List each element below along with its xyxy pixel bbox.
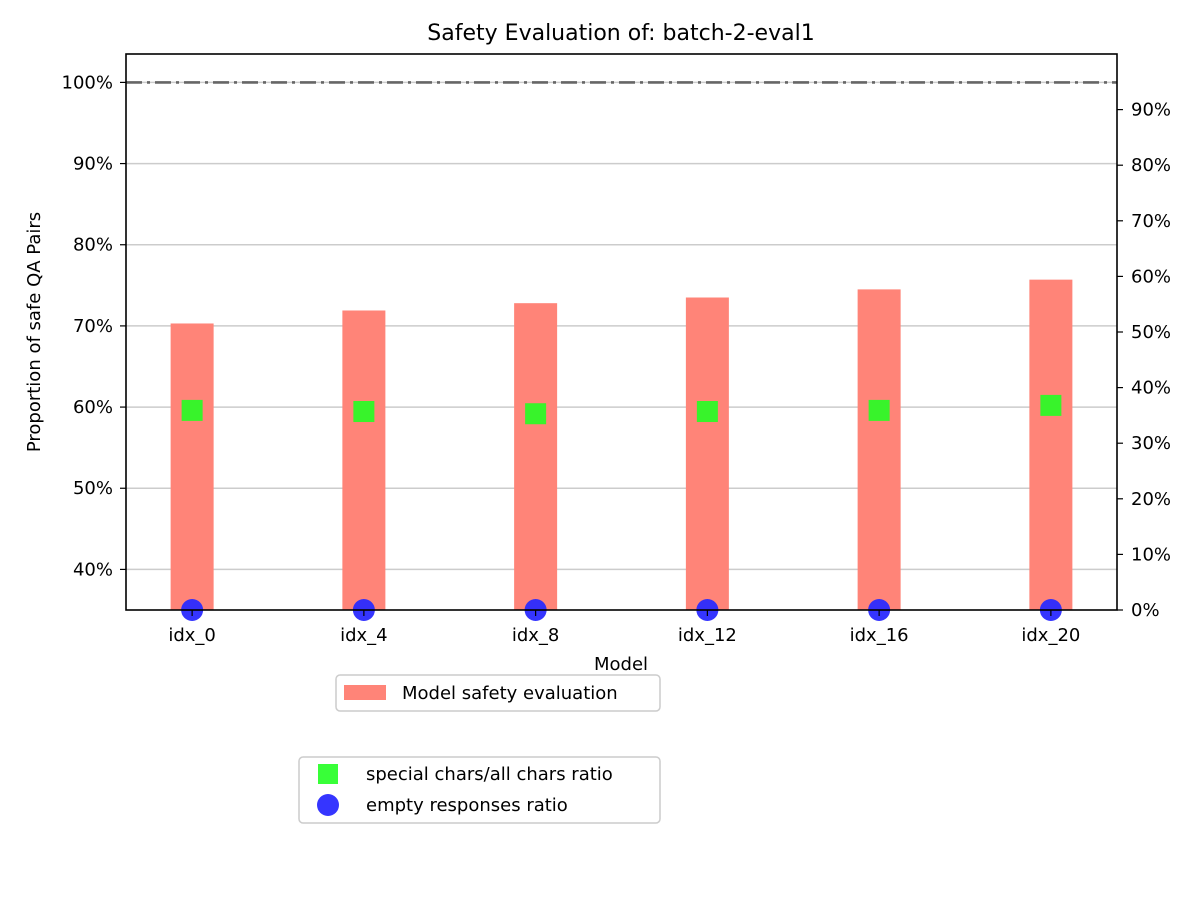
legend-bars: Model safety evaluation [335, 674, 661, 712]
square-marker-idx_4 [353, 401, 375, 423]
square-marker-idx_20 [1040, 394, 1062, 416]
legend-swatch-special-chars [318, 764, 338, 784]
legend-markers-box [298, 756, 661, 824]
left-axis-ticks: 40% 50% 60% 70% 80% 90% 100% [62, 72, 126, 580]
y-tick-label: 100% [62, 72, 113, 93]
x-tick-label: idx_0 [168, 625, 216, 646]
legend-label-model-safety: Model safety evaluation [402, 683, 618, 704]
bar-idx_0 [170, 323, 214, 610]
x-tick-label: idx_12 [678, 625, 737, 646]
bar-idx_8 [514, 303, 558, 610]
x-tick-label: idx_20 [1021, 625, 1080, 646]
x-axis-ticks: idx_0 idx_4 idx_8 idx_12 idx_16 idx_20 [168, 610, 1080, 646]
square-marker-idx_16 [868, 399, 890, 421]
square-marker-idx_0 [181, 399, 203, 421]
plot-frame [125, 53, 1118, 611]
x-tick-label: idx_4 [340, 625, 388, 646]
y-tick-label: 90% [73, 154, 113, 175]
y-tick-label: 50% [73, 478, 113, 499]
y-tick-label: 40% [73, 559, 113, 580]
bar-series [170, 279, 1073, 610]
bar-idx_4 [342, 310, 386, 610]
bar-idx_12 [685, 297, 729, 610]
legend-label-special-chars: special chars/all chars ratio [366, 764, 613, 785]
x-axis-label: Model [594, 654, 648, 675]
y2-tick-label: 0% [1131, 600, 1160, 621]
y2-tick-label: 70% [1131, 211, 1171, 232]
legend-swatch-empty-responses [317, 794, 339, 816]
y2-tick-label: 30% [1131, 433, 1171, 454]
legend-markers: special chars/all chars ratio empty resp… [298, 756, 661, 824]
grid-lines [126, 81, 1117, 571]
legend-bars-box [335, 674, 661, 712]
square-marker-idx_8 [525, 403, 547, 425]
legend-label-empty-responses: empty responses ratio [366, 795, 568, 816]
legend-swatch-model-safety [344, 685, 386, 700]
x-tick-label: idx_8 [512, 625, 560, 646]
bar-idx_20 [1029, 279, 1073, 610]
y2-tick-label: 50% [1131, 322, 1171, 343]
x-tick-label: idx_16 [850, 625, 909, 646]
y-axis-label: Proportion of safe QA Pairs [24, 212, 45, 452]
bar-idx_16 [857, 289, 901, 610]
right-axis-ticks: 0% 10% 20% 30% 40% 50% 60% 70% 80% 90% [1117, 100, 1171, 621]
square-marker-idx_12 [696, 401, 718, 423]
y2-tick-label: 90% [1131, 100, 1171, 121]
y2-tick-label: 60% [1131, 266, 1171, 287]
y2-tick-label: 10% [1131, 544, 1171, 565]
y-tick-label: 60% [73, 397, 113, 418]
axes [125, 53, 1118, 611]
y-tick-label: 80% [73, 235, 113, 256]
y2-tick-label: 80% [1131, 155, 1171, 176]
y2-tick-label: 40% [1131, 378, 1171, 399]
y2-tick-label: 20% [1131, 489, 1171, 510]
chart-title: Safety Evaluation of: batch-2-eval1 [427, 21, 814, 46]
y-tick-label: 70% [73, 316, 113, 337]
marker-series [181, 394, 1062, 621]
